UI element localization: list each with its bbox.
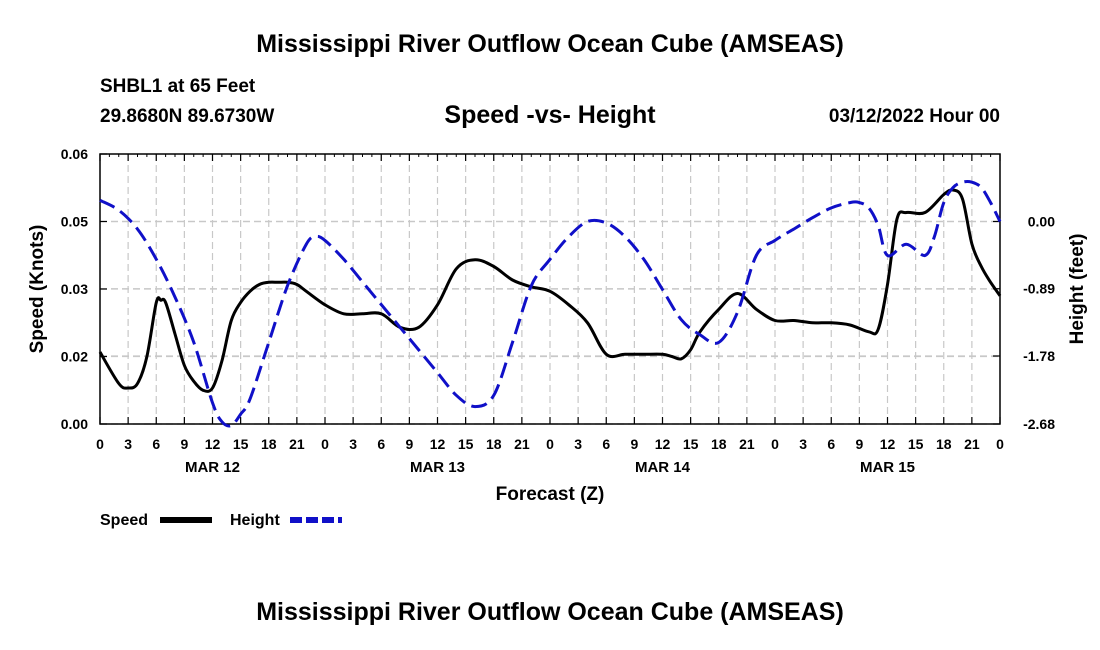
footer-title: Mississippi River Outflow Ocean Cube (AM… [256, 598, 844, 626]
chart-subtitle: Speed -vs- Height [444, 101, 656, 129]
x-tick-label: 0 [321, 436, 329, 452]
x-tick-label: 21 [964, 436, 980, 452]
y2-tick-label: 0.00 [1028, 214, 1055, 230]
y2-tick-label: -2.68 [1023, 416, 1055, 432]
station-label: SHBL1 at 65 Feet [100, 76, 256, 97]
x-tick-label: 9 [180, 436, 188, 452]
x-tick-label: 3 [799, 436, 807, 452]
y-axis-label: Speed (Knots) [27, 225, 48, 354]
x-tick-label: 9 [630, 436, 638, 452]
forecast-datetime: 03/12/2022 Hour 00 [828, 106, 1000, 127]
x-tick-label: 9 [855, 436, 863, 452]
x-tick-label: 21 [514, 436, 530, 452]
x-tick-label: 0 [96, 436, 104, 452]
station-coordinates: 29.8680N 89.6730W [100, 106, 275, 127]
x-day-label: MAR 15 [860, 459, 915, 476]
series [98, 180, 1002, 428]
y-tick-label: 0.03 [61, 281, 88, 297]
series-line-speed [98, 188, 1002, 393]
chart-title: Mississippi River Outflow Ocean Cube (AM… [256, 30, 844, 58]
x-tick-label: 12 [655, 436, 671, 452]
axes: 0 3 6 9 12 15 18 21 0 3 6 9 12 15 18 21 0 3 6 9 12 15 18 21 0 3 6 9… [61, 146, 1055, 476]
x-tick-label: 21 [739, 436, 755, 452]
x-tick-label: 15 [683, 436, 699, 452]
x-tick-label: 12 [430, 436, 446, 452]
y-tick-label: 0.00 [61, 416, 88, 432]
x-tick-label: 0 [996, 436, 1004, 452]
x-tick-label: 18 [261, 436, 277, 452]
y2-axis-label: Height (feet) [1067, 234, 1088, 345]
x-tick-label: 18 [711, 436, 727, 452]
x-axis-label: Forecast (Z) [496, 484, 605, 505]
x-tick-label: 6 [377, 436, 385, 452]
legend-label-speed: Speed [100, 512, 148, 529]
y-tick-label: 0.02 [61, 349, 88, 365]
x-tick-label: 3 [124, 436, 132, 452]
x-day-label: MAR 13 [410, 459, 465, 476]
x-tick-label: 0 [546, 436, 554, 452]
x-day-label: MAR 12 [185, 459, 240, 476]
y-tick-label: 0.05 [61, 214, 88, 230]
y2-tick-label: -0.89 [1023, 281, 1055, 297]
legend-label-height: Height [230, 512, 280, 529]
x-day-label: MAR 14 [635, 459, 691, 476]
x-tick-label: 18 [936, 436, 952, 452]
x-tick-label: 6 [152, 436, 160, 452]
x-tick-label: 12 [205, 436, 221, 452]
series-line-height [99, 180, 1002, 428]
y-tick-label: 0.06 [61, 146, 88, 162]
x-tick-label: 0 [771, 436, 779, 452]
x-tick-label: 15 [908, 436, 924, 452]
x-tick-label: 3 [349, 436, 357, 452]
legend: Speed Height [100, 512, 342, 529]
x-tick-label: 9 [405, 436, 413, 452]
x-tick-label: 6 [827, 436, 835, 452]
y2-tick-label: -1.78 [1023, 348, 1055, 364]
x-tick-label: 18 [486, 436, 502, 452]
grid [100, 154, 1000, 425]
x-tick-label: 21 [289, 436, 305, 452]
x-tick-label: 3 [574, 436, 582, 452]
x-tick-label: 12 [880, 436, 896, 452]
x-tick-label: 6 [602, 436, 610, 452]
x-tick-label: 15 [458, 436, 474, 452]
x-tick-label: 15 [233, 436, 249, 452]
